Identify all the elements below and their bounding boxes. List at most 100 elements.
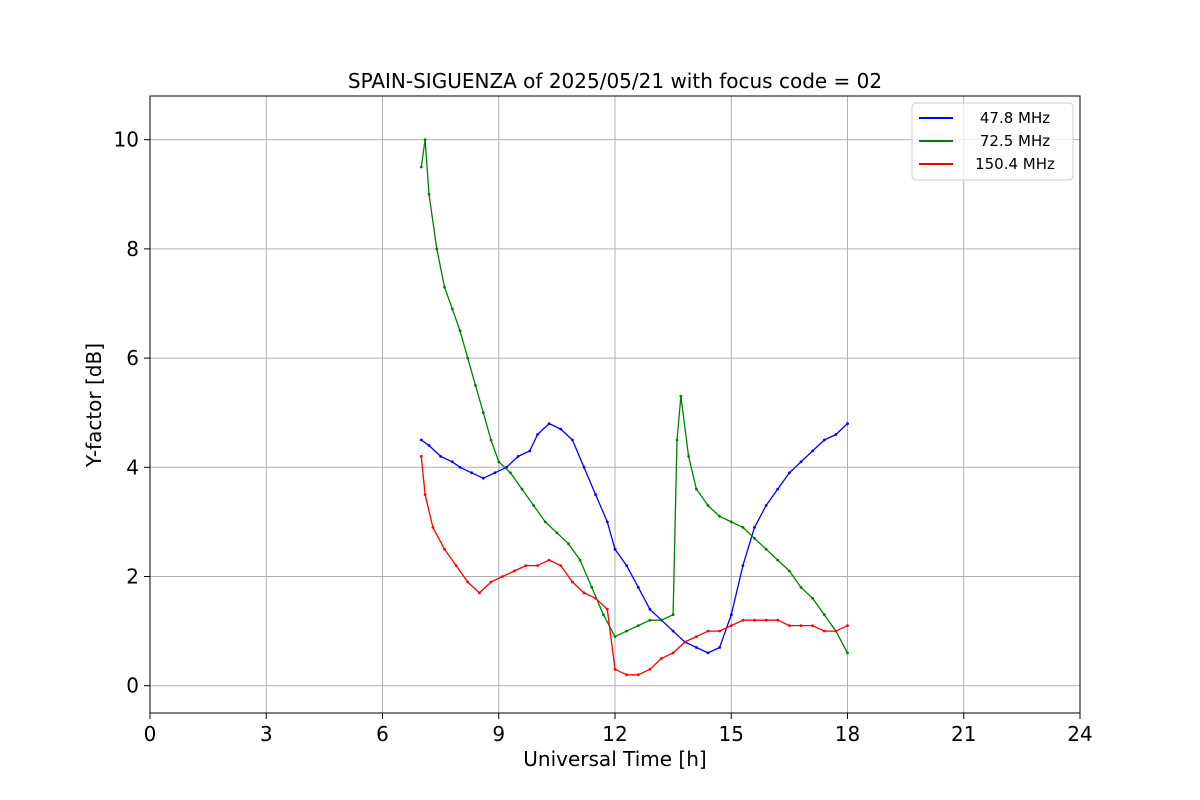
x-tick-label: 15: [719, 722, 744, 746]
series-3-point: [718, 629, 721, 633]
series-3-point: [594, 596, 597, 600]
series-3-point: [524, 564, 528, 567]
series-3-point: [788, 624, 791, 627]
chart-title: SPAIN-SIGUENZA of 2025/05/21 with focus …: [348, 69, 882, 93]
series-1-point: [559, 427, 563, 431]
series-3-point: [648, 667, 652, 671]
series-1-point: [788, 471, 791, 475]
y-tick-label: 10: [114, 128, 139, 152]
x-tick-label: 6: [376, 722, 389, 746]
series-3-point: [636, 673, 640, 677]
series-3-point: [419, 455, 423, 458]
series-1-point: [834, 433, 838, 436]
series-3-point: [706, 629, 710, 633]
series-3-point: [695, 635, 698, 638]
series-3-point: [559, 564, 563, 567]
series-2-point: [671, 613, 675, 617]
series-1-point: [419, 438, 423, 442]
series-2-point: [741, 526, 745, 529]
series-2-point: [660, 618, 663, 622]
series-2-point: [489, 438, 493, 442]
y-tick-label: 6: [126, 346, 139, 370]
series-2-point: [753, 536, 756, 540]
series-1-point: [671, 629, 675, 633]
series-1-point: [846, 422, 849, 425]
x-tick-label: 9: [492, 722, 505, 746]
series-2-point: [776, 558, 780, 562]
series-3-point: [799, 624, 803, 627]
series-2-point: [613, 635, 617, 638]
legend-label-3: 150.4 MHz: [975, 155, 1055, 173]
series-2-point: [466, 356, 470, 360]
series-2-point: [458, 329, 462, 333]
series-2-point: [555, 531, 559, 535]
x-tick-label: 12: [602, 722, 627, 746]
series-3-point: [811, 624, 814, 627]
series-3-point: [834, 629, 838, 633]
series-1-point: [571, 438, 574, 442]
series-group: [419, 138, 849, 677]
series-2-point: [636, 624, 640, 627]
series-3-point: [582, 591, 586, 595]
series-1-point: [594, 493, 597, 496]
series-3-point: [478, 591, 481, 595]
series-2-point: [695, 487, 698, 491]
x-tick-label: 18: [835, 722, 860, 746]
series-line-2: [420, 139, 849, 654]
x-tick-label: 21: [951, 722, 976, 746]
legend-label-2: 72.5 MHz: [980, 132, 1050, 150]
series-1-point: [799, 460, 803, 464]
series-1-point: [648, 607, 652, 611]
series-2-point: [450, 307, 454, 311]
series-3-point: [741, 618, 745, 622]
series-2-point: [764, 547, 768, 551]
series-1-point: [613, 547, 617, 551]
series-3-point: [605, 607, 609, 611]
series-1-point: [764, 504, 768, 507]
series-1-point: [582, 465, 586, 469]
series-3-point: [660, 657, 663, 660]
series-3-point: [683, 640, 687, 644]
series-2-point: [602, 613, 605, 617]
legend: 47.8 MHz 72.5 MHz 150.4 MHz: [911, 102, 1074, 181]
series-2-point: [729, 520, 733, 524]
series-1-point: [776, 487, 780, 491]
y-tick-label: 4: [126, 455, 139, 479]
x-axis-label: Universal Time [h]: [523, 747, 706, 771]
series-3-point: [625, 673, 628, 677]
series-3-point: [431, 526, 435, 529]
series-2-point: [822, 613, 826, 617]
series-3-point: [571, 580, 574, 584]
series-3-point: [822, 629, 826, 633]
series-2-point: [443, 285, 446, 289]
series-2-point: [648, 618, 652, 622]
series-1-point: [536, 433, 539, 436]
y-tick-label: 8: [126, 237, 139, 261]
series-3-point: [776, 618, 780, 622]
series-3-point: [454, 564, 458, 567]
series-1-point: [528, 449, 532, 453]
series-3-point: [846, 624, 849, 627]
series-2-point: [474, 384, 477, 387]
series-1-point: [450, 460, 454, 464]
series-2-point: [543, 520, 547, 524]
x-tick-label: 0: [144, 722, 157, 746]
series-1-point: [636, 586, 640, 589]
series-3-point: [489, 580, 493, 584]
series-3-point: [764, 618, 768, 622]
series-3-point: [671, 651, 675, 655]
legend-box: [911, 102, 1074, 181]
y-tick-label: 2: [126, 564, 139, 588]
series-1-point: [493, 471, 497, 475]
series-1-point: [470, 471, 473, 475]
series-3-point: [613, 667, 617, 671]
series-3-point: [512, 569, 516, 573]
series-2-point: [706, 504, 710, 507]
series-3-point: [443, 547, 446, 551]
series-1-point: [741, 564, 745, 567]
series-1-point: [706, 651, 710, 655]
series-2-point: [718, 515, 721, 518]
series-2-point: [497, 460, 501, 464]
